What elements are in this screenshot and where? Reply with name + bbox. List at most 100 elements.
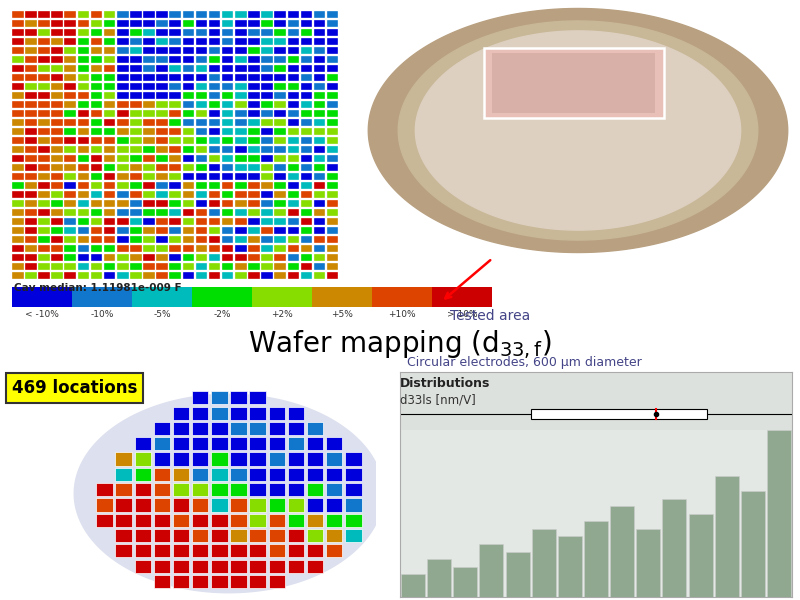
Bar xyxy=(274,137,286,144)
Bar xyxy=(154,514,170,527)
Bar xyxy=(117,173,129,180)
Bar xyxy=(248,92,260,99)
Bar xyxy=(170,110,181,117)
Bar xyxy=(65,128,76,135)
Bar xyxy=(345,499,362,511)
Bar xyxy=(117,137,129,144)
Bar xyxy=(235,191,246,198)
Bar xyxy=(51,209,63,216)
Bar xyxy=(182,209,194,216)
Bar xyxy=(104,173,115,180)
Bar xyxy=(314,29,326,36)
Bar xyxy=(248,137,260,144)
Bar xyxy=(301,191,312,198)
Bar xyxy=(314,20,326,27)
Bar xyxy=(170,227,181,234)
Bar xyxy=(250,544,266,557)
Bar xyxy=(104,29,115,36)
Bar xyxy=(117,83,129,90)
Text: -2%: -2% xyxy=(214,310,230,319)
Bar xyxy=(156,236,168,243)
Bar xyxy=(192,575,209,588)
Bar xyxy=(262,191,273,198)
Bar xyxy=(156,38,168,45)
Bar xyxy=(104,164,115,171)
Bar xyxy=(143,11,154,18)
Bar xyxy=(65,209,76,216)
Bar xyxy=(250,437,266,450)
Bar xyxy=(130,110,142,117)
Bar xyxy=(104,254,115,261)
Bar xyxy=(90,47,102,54)
Bar xyxy=(209,20,220,27)
Bar xyxy=(12,65,23,72)
Bar xyxy=(78,119,89,126)
Bar xyxy=(196,110,207,117)
Bar xyxy=(327,56,338,63)
Bar xyxy=(173,560,190,572)
Bar xyxy=(222,164,234,171)
Bar xyxy=(287,92,299,99)
Bar xyxy=(235,164,246,171)
Bar xyxy=(274,164,286,171)
Bar xyxy=(38,128,50,135)
Bar xyxy=(230,407,246,420)
Bar xyxy=(345,529,362,542)
Bar xyxy=(222,272,234,279)
Bar xyxy=(248,272,260,279)
Bar xyxy=(209,182,220,189)
Bar xyxy=(90,20,102,27)
Bar xyxy=(235,110,246,117)
Bar xyxy=(38,56,50,63)
Bar xyxy=(196,236,207,243)
Bar xyxy=(65,155,76,162)
Bar xyxy=(156,11,168,18)
Bar xyxy=(288,407,304,420)
Bar xyxy=(209,11,220,18)
Bar xyxy=(182,227,194,234)
Bar xyxy=(301,56,312,63)
Bar xyxy=(196,173,207,180)
Bar xyxy=(90,164,102,171)
Bar xyxy=(248,236,260,243)
Bar xyxy=(90,101,102,108)
Bar xyxy=(65,110,76,117)
Bar xyxy=(287,101,299,108)
Bar xyxy=(235,236,246,243)
Bar xyxy=(170,146,181,153)
Bar xyxy=(248,182,260,189)
Bar xyxy=(209,164,220,171)
Bar xyxy=(170,155,181,162)
Bar xyxy=(182,128,194,135)
Bar xyxy=(287,164,299,171)
Bar xyxy=(173,514,190,527)
Bar xyxy=(345,483,362,496)
Bar xyxy=(90,119,102,126)
Bar xyxy=(192,468,209,481)
Bar xyxy=(262,83,273,90)
Bar xyxy=(38,47,50,54)
Bar xyxy=(327,83,338,90)
Bar xyxy=(12,200,23,207)
Bar xyxy=(209,200,220,207)
Bar xyxy=(288,437,304,450)
Bar xyxy=(12,272,23,279)
Bar xyxy=(154,499,170,511)
Bar xyxy=(38,245,50,252)
Bar xyxy=(78,83,89,90)
Bar xyxy=(143,245,154,252)
Bar xyxy=(427,559,451,597)
Bar xyxy=(51,119,63,126)
Bar xyxy=(287,236,299,243)
Text: d33ls [nm/V]: d33ls [nm/V] xyxy=(400,394,476,407)
Bar xyxy=(314,173,326,180)
Bar xyxy=(287,218,299,225)
Bar xyxy=(117,200,129,207)
Bar xyxy=(65,101,76,108)
Bar xyxy=(130,245,142,252)
Bar xyxy=(209,92,220,99)
Bar xyxy=(196,29,207,36)
Bar xyxy=(558,536,582,597)
Bar xyxy=(173,499,190,511)
Bar xyxy=(65,38,76,45)
